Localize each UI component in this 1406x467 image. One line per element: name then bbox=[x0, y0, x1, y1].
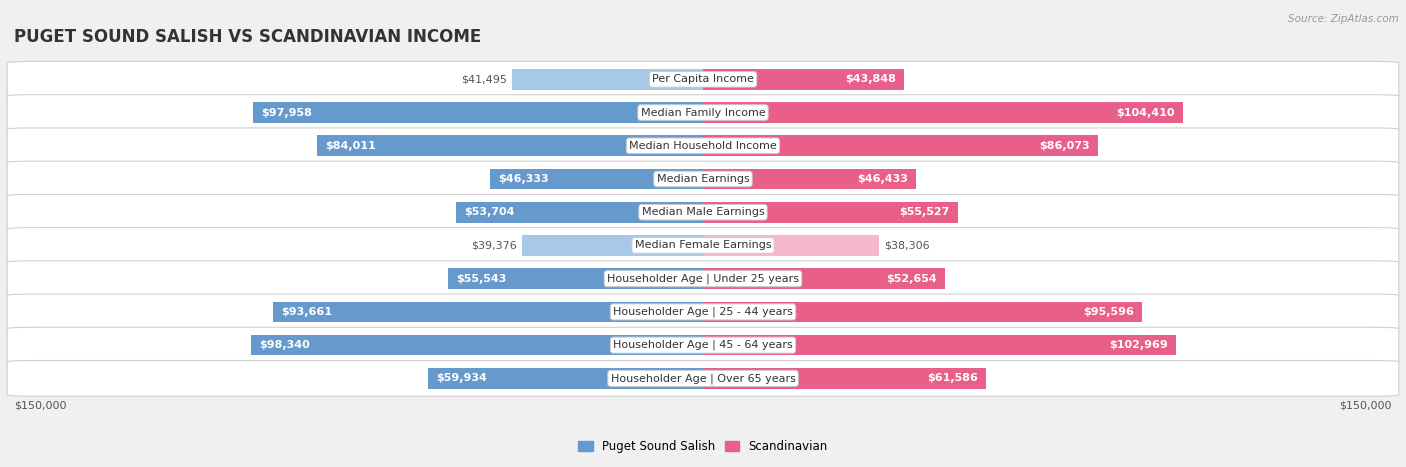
Text: Median Male Earnings: Median Male Earnings bbox=[641, 207, 765, 217]
Bar bbox=[457, 202, 703, 222]
Text: $52,654: $52,654 bbox=[886, 274, 936, 283]
Text: $150,000: $150,000 bbox=[1340, 401, 1392, 411]
Text: $61,586: $61,586 bbox=[927, 373, 977, 383]
Bar bbox=[703, 102, 1182, 123]
Text: $93,661: $93,661 bbox=[281, 307, 332, 317]
Bar bbox=[253, 102, 703, 123]
FancyBboxPatch shape bbox=[7, 361, 1399, 396]
Bar bbox=[491, 169, 703, 189]
Bar bbox=[703, 69, 904, 90]
Text: Householder Age | Under 25 years: Householder Age | Under 25 years bbox=[607, 273, 799, 284]
Text: Median Family Income: Median Family Income bbox=[641, 107, 765, 118]
Text: Median Household Income: Median Household Income bbox=[628, 141, 778, 151]
Bar bbox=[252, 335, 703, 355]
Bar bbox=[449, 269, 703, 289]
FancyBboxPatch shape bbox=[7, 128, 1399, 163]
Text: Source: ZipAtlas.com: Source: ZipAtlas.com bbox=[1288, 14, 1399, 24]
Bar bbox=[703, 169, 917, 189]
Legend: Puget Sound Salish, Scandinavian: Puget Sound Salish, Scandinavian bbox=[574, 435, 832, 458]
FancyBboxPatch shape bbox=[7, 261, 1399, 297]
Text: Median Female Earnings: Median Female Earnings bbox=[634, 241, 772, 250]
Bar bbox=[273, 302, 703, 322]
Bar bbox=[703, 202, 957, 222]
Text: $150,000: $150,000 bbox=[14, 401, 66, 411]
Bar bbox=[703, 302, 1142, 322]
Text: $55,543: $55,543 bbox=[456, 274, 506, 283]
Bar bbox=[703, 335, 1175, 355]
Text: Householder Age | 25 - 44 years: Householder Age | 25 - 44 years bbox=[613, 307, 793, 317]
Text: $38,306: $38,306 bbox=[884, 241, 931, 250]
Text: Per Capita Income: Per Capita Income bbox=[652, 74, 754, 85]
Bar bbox=[318, 135, 703, 156]
Text: $43,848: $43,848 bbox=[845, 74, 896, 85]
Text: $102,969: $102,969 bbox=[1109, 340, 1167, 350]
Text: $46,333: $46,333 bbox=[499, 174, 550, 184]
Text: $84,011: $84,011 bbox=[325, 141, 377, 151]
FancyBboxPatch shape bbox=[7, 95, 1399, 130]
FancyBboxPatch shape bbox=[7, 294, 1399, 330]
Bar bbox=[512, 69, 703, 90]
Bar bbox=[427, 368, 703, 389]
FancyBboxPatch shape bbox=[7, 62, 1399, 97]
Text: Householder Age | 45 - 64 years: Householder Age | 45 - 64 years bbox=[613, 340, 793, 350]
Text: $98,340: $98,340 bbox=[260, 340, 311, 350]
Text: PUGET SOUND SALISH VS SCANDINAVIAN INCOME: PUGET SOUND SALISH VS SCANDINAVIAN INCOM… bbox=[14, 28, 481, 46]
Text: $39,376: $39,376 bbox=[471, 241, 516, 250]
Text: $46,433: $46,433 bbox=[858, 174, 908, 184]
Text: Median Earnings: Median Earnings bbox=[657, 174, 749, 184]
Text: $97,958: $97,958 bbox=[262, 107, 312, 118]
Text: $104,410: $104,410 bbox=[1116, 107, 1174, 118]
Text: $86,073: $86,073 bbox=[1039, 141, 1090, 151]
FancyBboxPatch shape bbox=[7, 327, 1399, 363]
Text: Householder Age | Over 65 years: Householder Age | Over 65 years bbox=[610, 373, 796, 383]
Bar bbox=[703, 135, 1098, 156]
FancyBboxPatch shape bbox=[7, 161, 1399, 197]
Text: $53,704: $53,704 bbox=[464, 207, 515, 217]
Text: $95,596: $95,596 bbox=[1083, 307, 1133, 317]
FancyBboxPatch shape bbox=[7, 227, 1399, 263]
Bar bbox=[522, 235, 703, 256]
Bar bbox=[703, 269, 945, 289]
Text: $59,934: $59,934 bbox=[436, 373, 486, 383]
Bar bbox=[703, 235, 879, 256]
Text: $41,495: $41,495 bbox=[461, 74, 508, 85]
FancyBboxPatch shape bbox=[7, 194, 1399, 230]
Text: $55,527: $55,527 bbox=[900, 207, 950, 217]
Bar bbox=[703, 368, 986, 389]
